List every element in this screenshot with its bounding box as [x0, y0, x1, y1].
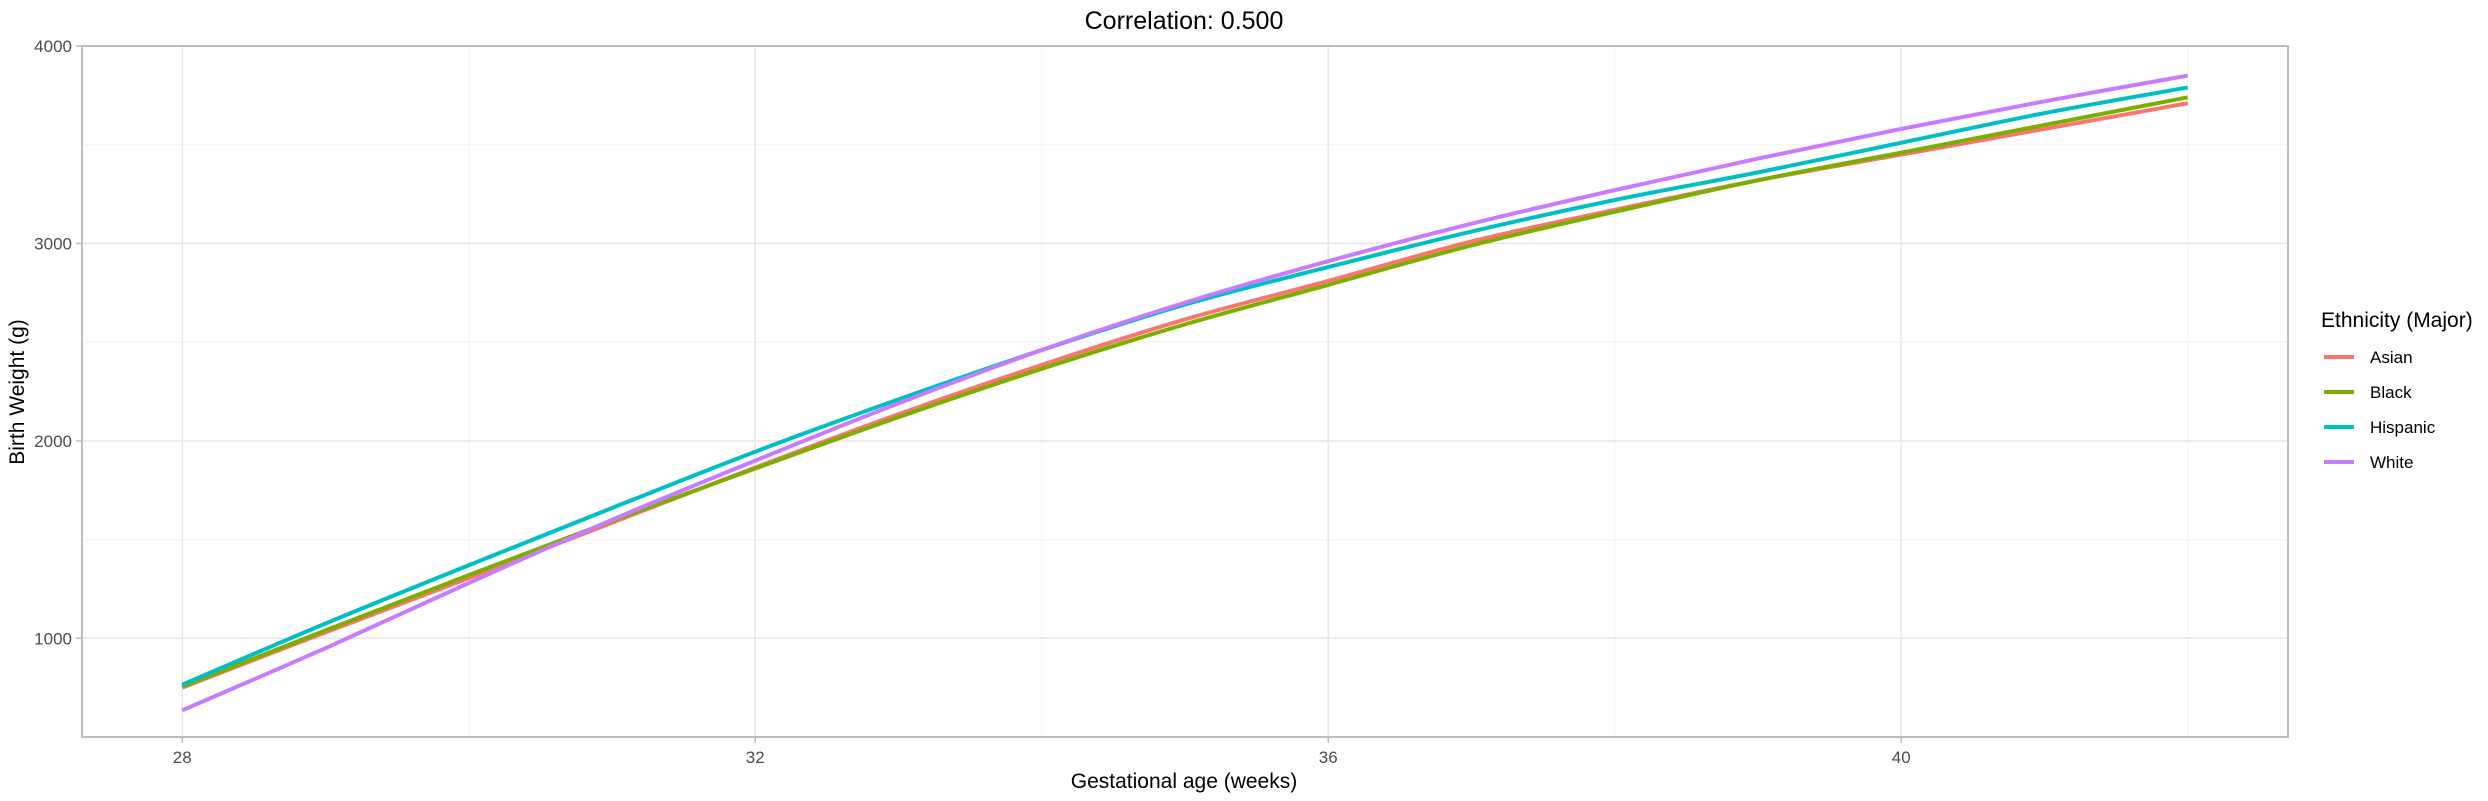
- y-axis-ticks: 1000 2000 3000 4000: [34, 37, 82, 648]
- panel-border: [81, 45, 2289, 738]
- legend-label-white: White: [2370, 453, 2413, 472]
- legend-item-hispanic: Hispanic: [2324, 418, 2436, 437]
- x-tick-label: 40: [1892, 748, 1911, 767]
- legend-label-hispanic: Hispanic: [2370, 418, 2436, 437]
- x-axis-label: Gestational age (weeks): [1071, 770, 1297, 793]
- x-axis-ticks: 28 32 36 40: [173, 737, 1911, 767]
- series-lines: [181, 73, 2189, 713]
- y-tick-label: 3000: [34, 234, 72, 253]
- y-tick-label: 2000: [34, 432, 72, 451]
- x-tick-label: 28: [173, 748, 192, 767]
- legend-label-asian: Asian: [2370, 348, 2413, 367]
- series-line-white: [181, 73, 2189, 713]
- legend-item-white: White: [2324, 453, 2413, 472]
- y-tick-label: 1000: [34, 629, 72, 648]
- legend-items: Asian Black Hispanic White: [2324, 348, 2436, 472]
- legend-item-asian: Asian: [2324, 348, 2413, 367]
- legend: Ethnicity (Major) Asian Black Hispanic Whit…: [2321, 309, 2473, 472]
- chart-title: Correlation: 0.500: [1085, 7, 1284, 35]
- x-tick-label: 36: [1319, 748, 1338, 767]
- series-line-black: [181, 95, 2189, 689]
- legend-item-black: Black: [2324, 383, 2412, 402]
- legend-title: Ethnicity (Major): [2321, 309, 2473, 332]
- y-tick-label: 4000: [34, 37, 72, 56]
- legend-label-black: Black: [2370, 383, 2412, 402]
- y-axis-label: Birth Weight (g): [6, 319, 29, 465]
- x-tick-label: 32: [746, 748, 765, 767]
